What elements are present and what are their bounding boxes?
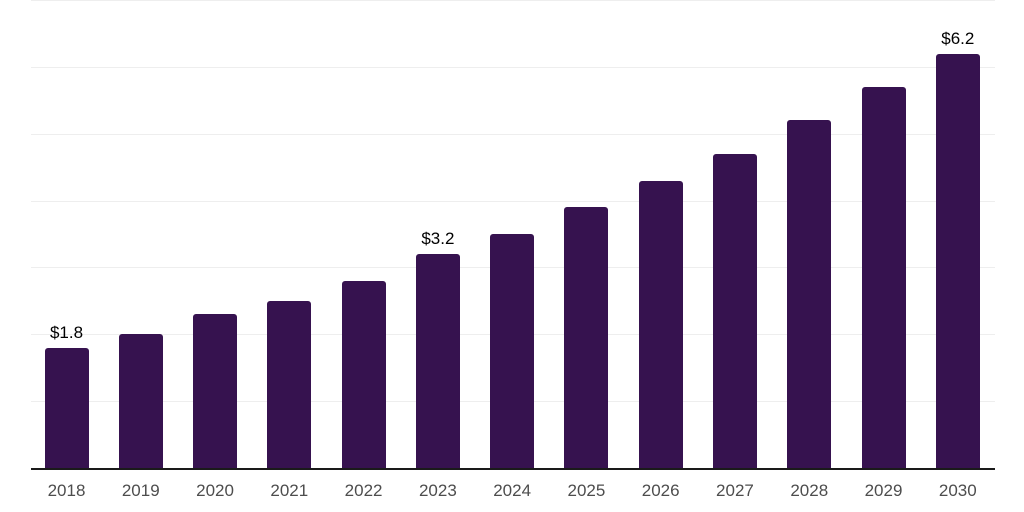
x-tick-2029: 2029 [864,481,903,500]
x-tick-2021: 2021 [270,481,309,500]
value-label-2023: $3.2 [421,229,455,249]
x-tick-2023: 2023 [418,481,457,500]
gridline-7 [31,0,995,1]
bar-2024 [490,234,535,468]
bar-2027 [712,153,757,468]
x-tick-2025: 2025 [567,481,606,500]
bar-2018 [44,347,89,468]
x-tick-2024: 2024 [493,481,532,500]
bar-2020 [193,314,238,468]
plot-area: $1.8 $3.2 $6.2 [31,0,995,470]
bar-2019 [118,334,163,468]
bar-2021 [267,300,312,468]
bar-2030 [935,53,980,468]
x-tick-2022: 2022 [344,481,383,500]
x-tick-2019: 2019 [121,481,160,500]
value-label-2018: $1.8 [49,322,84,342]
bar-2022 [341,280,386,468]
bar-2028 [787,120,832,468]
x-tick-2020: 2020 [196,481,234,500]
bar-2025 [564,207,609,468]
x-tick-2027: 2027 [716,481,754,500]
x-tick-2026: 2026 [641,481,680,500]
bar-2026 [638,180,683,468]
gridline-4 [31,200,995,202]
bar-2023 [415,254,460,468]
value-label-2030: $6.2 [941,28,975,48]
x-tick-2018: 2018 [47,481,86,500]
gridline-5 [31,133,995,135]
x-tick-2030: 2030 [938,481,977,500]
gridline-6 [31,66,995,68]
bar-2029 [861,86,906,468]
x-tick-2028: 2028 [790,481,829,500]
